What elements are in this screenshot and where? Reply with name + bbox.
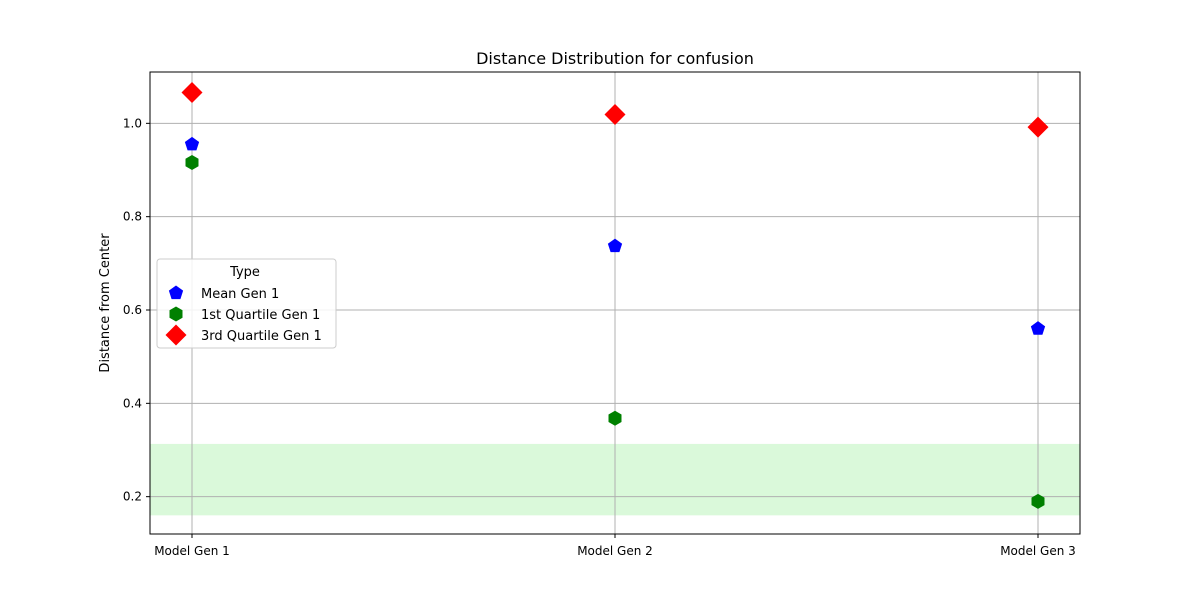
data-point-hexagon xyxy=(608,410,622,426)
data-point-pentagon xyxy=(1030,321,1046,335)
data-point-hexagon xyxy=(185,155,199,171)
x-tick-label: Model Gen 1 xyxy=(154,544,230,558)
legend-label: 3rd Quartile Gen 1 xyxy=(201,329,322,344)
data-point-pentagon xyxy=(184,136,200,151)
y-tick-label: 1.0 xyxy=(123,116,142,130)
legend-label: 1st Quartile Gen 1 xyxy=(201,308,320,323)
y-tick-label: 0.4 xyxy=(123,396,142,410)
y-tick-label: 0.2 xyxy=(123,490,142,504)
legend-box xyxy=(156,258,337,349)
legend-title: Type xyxy=(229,265,260,280)
data-point-pentagon xyxy=(607,238,623,253)
y-tick-label: 0.8 xyxy=(123,210,142,224)
y-tick-label: 0.6 xyxy=(123,303,142,317)
data-point-hexagon xyxy=(1031,493,1045,509)
x-tick-label: Model Gen 2 xyxy=(577,544,653,558)
y-axis-label: Distance from Center xyxy=(98,233,113,373)
legend-label: Mean Gen 1 xyxy=(201,287,279,302)
x-axis: Model Gen 1 Model Gen 2 Model Gen 3 xyxy=(154,534,1076,558)
legend-marker-hexagon xyxy=(169,306,183,322)
legend-marker-pentagon xyxy=(168,285,184,300)
legend: Type Mean Gen 1 1st Quartile Gen 1 3rd Quar… xyxy=(156,258,337,349)
chart-title: Distance Distribution for confusion xyxy=(476,49,754,68)
legend-marker-diamond xyxy=(165,324,187,346)
data-points xyxy=(181,82,1049,509)
y-axis: 0.2 0.4 0.6 0.8 1.0 xyxy=(123,116,150,504)
data-point-diamond xyxy=(604,103,626,125)
data-point-diamond xyxy=(181,82,203,104)
data-point-diamond xyxy=(1027,116,1049,138)
x-tick-label: Model Gen 3 xyxy=(1000,544,1076,558)
